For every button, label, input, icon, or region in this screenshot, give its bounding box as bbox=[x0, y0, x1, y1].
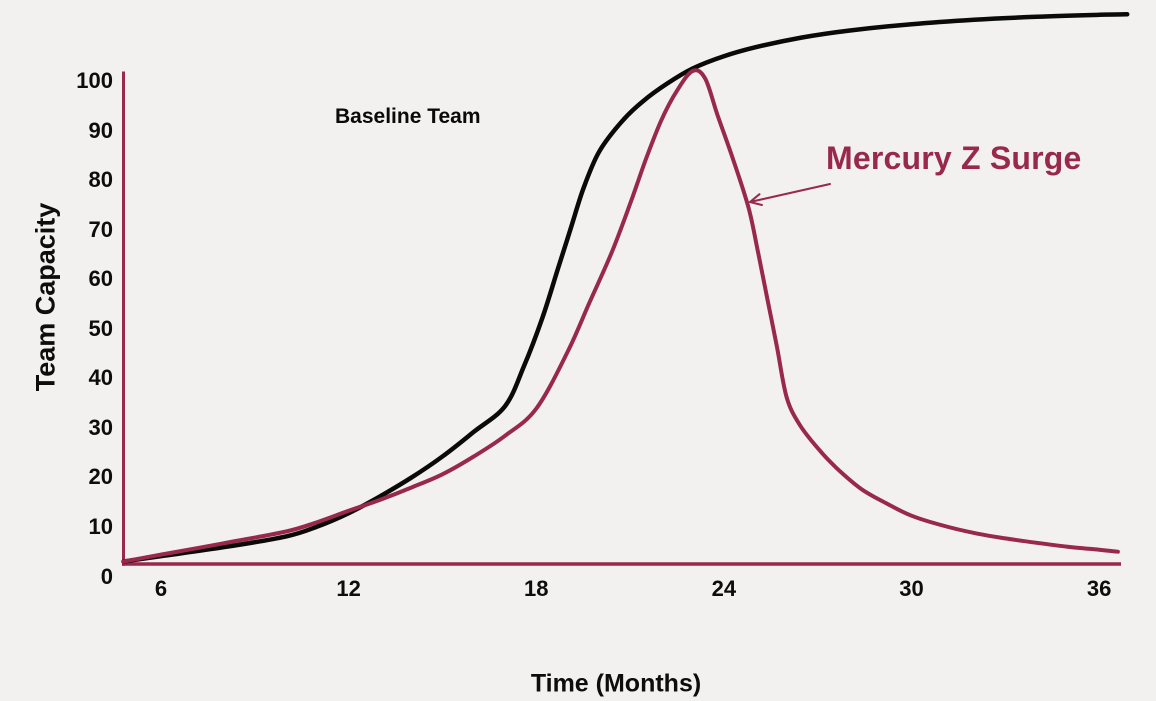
x-axis-title: Time (Months) bbox=[530, 669, 702, 698]
y-tick-label-60: 60 bbox=[88, 266, 113, 292]
x-tick-label-36: 36 bbox=[1086, 576, 1112, 601]
y-tick-label-0: 0 bbox=[100, 563, 113, 589]
x-tick-label-30: 30 bbox=[899, 576, 924, 601]
y-tick-label-50: 50 bbox=[88, 315, 113, 341]
mercury-annotation-arrow bbox=[747, 183, 831, 206]
y-tick-label-80: 80 bbox=[88, 167, 113, 193]
series-label-baseline-team: Baseline Team bbox=[335, 105, 481, 128]
y-tick-label-100: 100 bbox=[76, 68, 113, 93]
x-tick-label-24: 24 bbox=[711, 576, 737, 601]
y-tick-label-90: 90 bbox=[88, 117, 113, 143]
curve-baseline-team bbox=[121, 12, 1130, 564]
series-label-mercury-z-surge: Mercury Z Surge bbox=[826, 140, 1082, 176]
curve-mercury-z-surge bbox=[121, 68, 1120, 564]
x-tick-label-6: 6 bbox=[154, 576, 168, 601]
x-tick-label-12: 12 bbox=[336, 576, 361, 601]
y-tick-label-10: 10 bbox=[88, 513, 113, 539]
y-tick-label-70: 70 bbox=[88, 216, 113, 242]
y-tick-label-40: 40 bbox=[88, 365, 113, 391]
x-tick-label-18: 18 bbox=[523, 576, 549, 601]
y-tick-label-20: 20 bbox=[88, 464, 113, 490]
y-tick-label-30: 30 bbox=[88, 414, 113, 440]
